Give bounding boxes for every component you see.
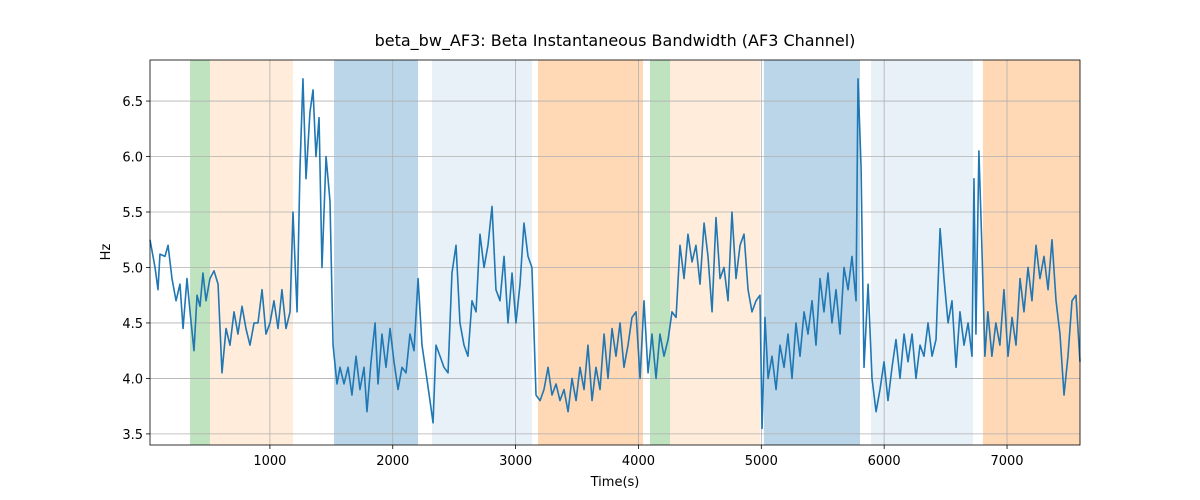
x-tick-label: 6000 [868,454,901,469]
data-line [149,78,1081,430]
shaded-span [763,60,860,445]
plot-frame [149,59,1081,446]
x-tick-label: 7000 [990,454,1023,469]
chart-title: beta_bw_AF3: Beta Instantaneous Bandwidt… [375,31,856,51]
y-tick-label: 5.5 [122,206,143,221]
y-tick-label: 5.0 [122,261,143,276]
x-tick-label: 5000 [745,454,778,469]
shaded-span [334,60,419,445]
x-axis-label: Time(s) [590,475,640,490]
y-tick-label: 6.0 [122,151,143,166]
shaded-span [650,60,671,445]
x-tick-label: 4000 [622,454,655,469]
x-tick-label: 1000 [253,454,286,469]
shaded-span [871,60,973,445]
x-tick-label: 3000 [499,454,532,469]
y-tick-label: 3.5 [122,428,143,443]
y-tick-label: 6.5 [122,95,143,110]
y-tick-label: 4.5 [122,317,143,332]
y-tick-label: 4.0 [122,372,143,387]
y-axis-label: Hz [99,244,114,261]
shaded-span [209,60,294,445]
shaded-span [190,60,210,445]
x-tick-label: 2000 [376,454,409,469]
